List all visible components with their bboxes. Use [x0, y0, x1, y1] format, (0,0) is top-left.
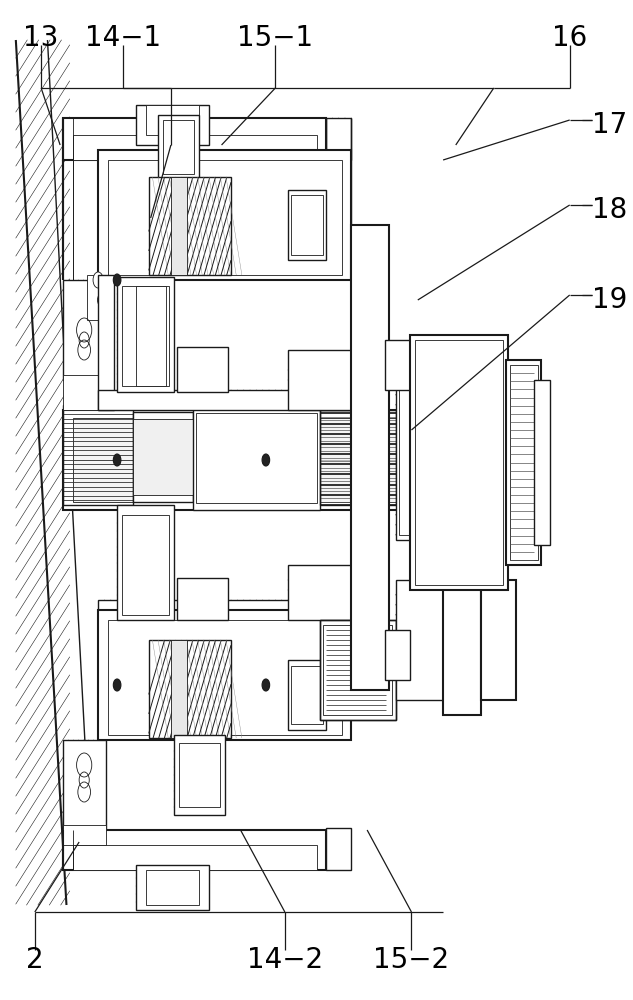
Bar — [98, 390, 351, 410]
Bar — [136, 105, 209, 145]
Text: 2: 2 — [26, 946, 44, 974]
Text: 15−1: 15−1 — [237, 24, 313, 52]
Bar — [136, 865, 209, 910]
Circle shape — [262, 679, 270, 691]
Bar — [481, 580, 516, 700]
Bar — [117, 505, 174, 620]
Text: 13: 13 — [23, 24, 59, 52]
Text: 14−2: 14−2 — [247, 946, 323, 974]
Bar — [288, 565, 351, 620]
Bar — [291, 195, 323, 255]
Text: 15−2: 15−2 — [373, 946, 449, 974]
Bar — [63, 830, 326, 870]
Bar — [98, 610, 351, 740]
Bar — [108, 160, 342, 275]
Bar — [396, 580, 443, 700]
Circle shape — [113, 274, 121, 286]
Text: 14−1: 14−1 — [85, 24, 161, 52]
Bar — [399, 385, 440, 535]
Bar — [385, 340, 410, 390]
Bar — [122, 515, 169, 615]
Circle shape — [113, 454, 121, 466]
Bar — [443, 565, 481, 715]
Bar — [443, 360, 481, 555]
Bar — [171, 177, 187, 275]
Bar — [133, 412, 193, 502]
Bar — [73, 845, 316, 870]
Bar — [98, 150, 351, 280]
Bar — [73, 418, 516, 502]
Text: 16: 16 — [552, 24, 587, 52]
Bar — [196, 413, 316, 503]
Bar — [174, 735, 225, 815]
Bar — [519, 400, 538, 515]
Bar — [146, 870, 199, 905]
Bar — [481, 380, 516, 535]
Bar — [410, 335, 508, 590]
Bar — [63, 405, 133, 505]
Bar — [122, 286, 169, 386]
Circle shape — [97, 294, 105, 306]
Bar — [396, 380, 443, 540]
Text: 19: 19 — [592, 286, 627, 314]
Bar — [163, 120, 194, 174]
Bar — [98, 615, 114, 735]
Bar — [63, 825, 106, 845]
Bar — [320, 620, 396, 720]
Bar — [98, 600, 351, 620]
Bar — [63, 118, 326, 160]
Bar — [288, 660, 326, 730]
Bar — [506, 360, 541, 565]
Bar — [326, 828, 351, 870]
Bar — [534, 380, 550, 545]
Bar — [133, 419, 193, 495]
Bar — [63, 740, 106, 830]
Bar — [108, 620, 342, 735]
Bar — [177, 347, 228, 392]
Bar — [158, 115, 199, 180]
Bar — [87, 275, 110, 320]
Bar — [177, 578, 228, 620]
Bar — [351, 225, 389, 690]
Bar — [179, 743, 220, 807]
Bar — [288, 350, 351, 410]
Bar — [323, 625, 392, 715]
Bar — [63, 375, 106, 410]
Bar — [320, 620, 396, 720]
Bar — [63, 410, 525, 510]
Bar — [415, 340, 503, 585]
Bar — [485, 385, 513, 530]
Bar — [326, 118, 351, 160]
Bar — [288, 190, 326, 260]
Bar — [136, 286, 166, 386]
Text: 17: 17 — [592, 111, 627, 139]
Bar — [446, 365, 478, 550]
Bar — [98, 275, 114, 410]
Bar — [171, 640, 187, 738]
Bar — [146, 105, 199, 135]
Circle shape — [262, 454, 270, 466]
Bar — [149, 177, 231, 275]
Bar — [73, 135, 316, 160]
Bar — [510, 365, 538, 560]
Bar — [193, 405, 320, 510]
Bar — [385, 630, 410, 680]
Bar — [291, 666, 323, 724]
Bar — [149, 640, 231, 738]
Bar — [117, 277, 174, 392]
Text: 18: 18 — [592, 196, 627, 224]
Circle shape — [113, 679, 121, 691]
Bar — [320, 410, 396, 505]
Bar — [516, 395, 541, 520]
Circle shape — [93, 272, 103, 288]
Bar — [63, 280, 106, 380]
